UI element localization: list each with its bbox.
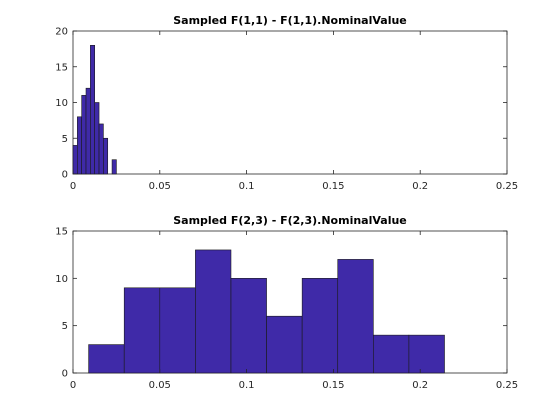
x-tick-label: 0.2 <box>412 181 428 192</box>
histogram-bar-top-3 <box>85 87 91 175</box>
x-tick-label: 0.05 <box>149 181 171 192</box>
y-tick-label: 10 <box>55 98 68 109</box>
x-tick-label: 0.15 <box>322 181 344 192</box>
histogram-bar-bottom-8 <box>373 334 410 374</box>
y-tick-label: 5 <box>62 321 68 332</box>
histogram-bar-bottom-9 <box>408 334 445 374</box>
histogram-bar-top-6 <box>98 123 104 175</box>
x-tick-label: 0.25 <box>496 380 518 391</box>
y-axis-ticks-top: 0 5 10 15 20 <box>55 27 507 181</box>
plot-area-top <box>72 30 508 175</box>
y-tick-label: 5 <box>62 134 68 145</box>
histogram-bar-bottom-2 <box>159 287 196 374</box>
x-tick-label: 0.05 <box>149 380 171 391</box>
bars-bottom <box>88 249 445 374</box>
y-tick-label: 15 <box>55 62 68 73</box>
x-axis-ticks-top: 0 0.05 0.1 0.15 0.2 0.25 <box>70 31 518 192</box>
x-tick-label: 0.1 <box>239 181 255 192</box>
histogram-bar-top-7 <box>103 137 109 175</box>
histogram-bar-bottom-0 <box>88 344 125 374</box>
histogram-bar-bottom-1 <box>123 287 161 374</box>
y-tick-label: 10 <box>55 274 68 285</box>
y-tick-label: 0 <box>62 369 68 380</box>
histogram-bar-bottom-5 <box>266 315 303 374</box>
x-tick-label: 0.1 <box>239 380 255 391</box>
x-tick-label: 0.2 <box>412 380 428 391</box>
histogram-bar-bottom-6 <box>301 278 339 374</box>
histogram-panel-bottom: Sampled F(2,3) - F(2,3).NominalValue 0 0.… <box>55 214 518 391</box>
chart-title-top: Sampled F(1,1) - F(1,1).NominalValue <box>173 14 407 27</box>
y-tick-label: 20 <box>55 27 68 38</box>
histogram-panel-top: Sampled F(1,1) - F(1,1).NominalValue 0 0.… <box>55 14 518 192</box>
histogram-bar-top-0 <box>72 145 78 175</box>
y-tick-label: 0 <box>62 170 68 181</box>
x-tick-label: 0 <box>70 380 76 391</box>
histogram-bar-top-5 <box>94 102 100 175</box>
x-axis-ticks-bottom: 0 0.05 0.1 0.15 0.2 0.25 <box>70 231 518 391</box>
bars-top <box>72 44 117 175</box>
x-tick-label: 0.15 <box>322 380 344 391</box>
histogram-bar-bottom-3 <box>195 249 232 374</box>
chart-title-bottom: Sampled F(2,3) - F(2,3).NominalValue <box>173 214 407 227</box>
x-tick-label: 0 <box>70 181 76 192</box>
y-axis-ticks-bottom: 0 5 10 15 <box>55 227 507 380</box>
y-tick-label: 15 <box>55 227 68 238</box>
histogram-bar-bottom-7 <box>337 259 374 374</box>
histogram-bar-bottom-4 <box>230 278 267 374</box>
x-tick-label: 0.25 <box>496 181 518 192</box>
histogram-bar-top-4 <box>90 44 96 175</box>
histogram-bar-top-1 <box>77 116 82 175</box>
histogram-bar-top-9 <box>111 159 117 175</box>
histogram-bar-top-2 <box>81 95 87 175</box>
